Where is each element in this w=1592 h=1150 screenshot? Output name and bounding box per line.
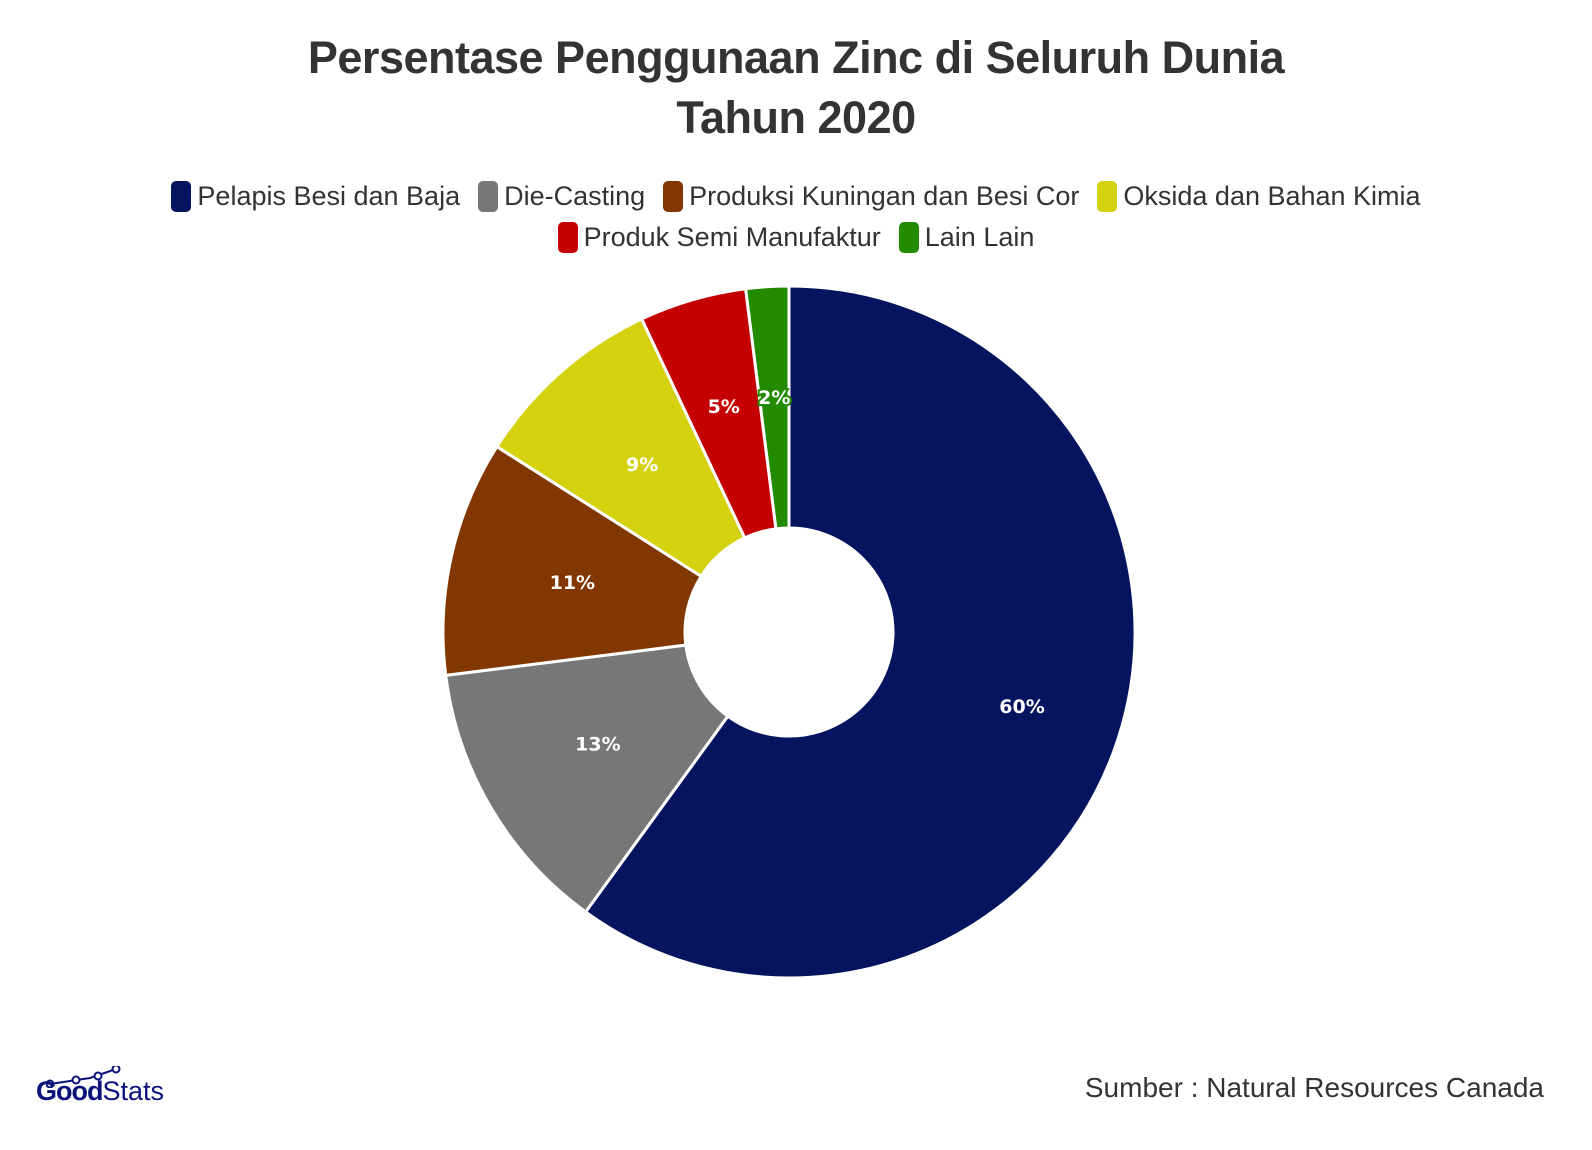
chart-legend: Pelapis Besi dan Baja Die-Casting Produk…	[0, 176, 1592, 258]
legend-item-produksi-kuningan[interactable]: Produksi Kuningan dan Besi Cor	[663, 176, 1079, 217]
donut-slice-oksida-dan-bahan-kimia[interactable]	[494, 316, 747, 579]
legend-label: Pelapis Besi dan Baja	[197, 181, 461, 211]
donut-slice-lain-lain[interactable]	[743, 284, 791, 531]
legend-swatch	[898, 222, 919, 253]
source-note: Sumber : Natural Resources Canada	[1084, 1072, 1544, 1103]
donut-slice-die-casting[interactable]	[444, 643, 730, 915]
legend-item-oksida-dan-bahan-kimia[interactable]: Oksida dan Bahan Kimia	[1097, 176, 1421, 217]
legend-label: Produk Semi Manufaktur	[583, 222, 881, 252]
donut-slices	[441, 284, 1137, 980]
slice-value-label: 13%	[575, 734, 620, 756]
donut-slice-pelapis-besi-dan-baja[interactable]	[583, 284, 1137, 980]
legend-label: Die-Casting	[504, 181, 646, 211]
legend-row-2: Produk Semi Manufaktur Lain Lain	[0, 217, 1592, 258]
legend-swatch	[171, 181, 192, 212]
legend-label: Oksida dan Bahan Kimia	[1123, 181, 1421, 211]
slice-value-label: 2%	[758, 387, 790, 409]
legend-swatch	[663, 181, 684, 212]
chart-title: Persentase Penggunaan Zinc di Seluruh Du…	[0, 28, 1592, 148]
logo-wordmark: GoodStats	[36, 1076, 164, 1107]
slice-value-label: 11%	[550, 572, 595, 594]
legend-item-produk-semi-manufaktur[interactable]: Produk Semi Manufaktur	[557, 217, 881, 258]
legend-row-1: Pelapis Besi dan Baja Die-Casting Produk…	[0, 176, 1592, 217]
chart-title-line-2: Tahun 2020	[676, 92, 916, 143]
donut-labels: 60% 13% 11% 9% 5% 2%	[550, 385, 1045, 756]
logo-good: Good	[36, 1076, 103, 1106]
goodstats-logo: GoodStats	[36, 1066, 176, 1112]
legend-swatch	[478, 181, 499, 212]
slice-value-label: 9%	[626, 454, 658, 476]
chart-title-line-1: Persentase Penggunaan Zinc di Seluruh Du…	[307, 32, 1285, 83]
slice-value-label: 5%	[708, 396, 740, 418]
donut-slice-produksi-kuningan-dan-besi-cor[interactable]	[441, 444, 704, 678]
legend-swatch	[1097, 181, 1118, 212]
legend-swatch	[557, 222, 578, 253]
legend-item-lain-lain[interactable]: Lain Lain	[898, 217, 1035, 258]
trend-line-icon	[46, 1066, 121, 1088]
legend-label: Produksi Kuningan dan Besi Cor	[689, 181, 1080, 211]
slice-value-label: 60%	[999, 696, 1044, 718]
legend-item-pelapis-besi-dan-baja[interactable]: Pelapis Besi dan Baja	[171, 176, 460, 217]
legend-label: Lain Lain	[924, 222, 1035, 252]
logo-stats: Stats	[102, 1076, 165, 1106]
legend-item-die-casting[interactable]: Die-Casting	[478, 176, 645, 217]
